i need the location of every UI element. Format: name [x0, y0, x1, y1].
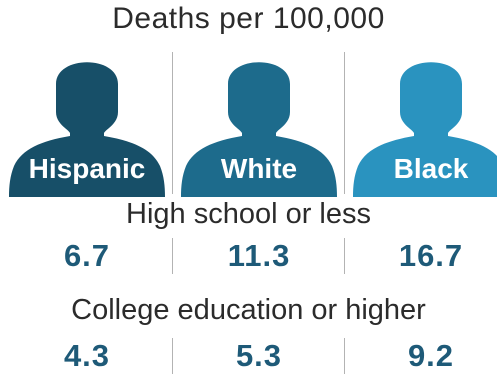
- person-silhouette-icon: [9, 62, 165, 197]
- divider: [172, 238, 173, 274]
- divider: [172, 52, 173, 194]
- row-title-high-school: High school or less: [126, 198, 371, 230]
- person-silhouette-icon: [353, 62, 497, 197]
- category-figure-white: White: [174, 52, 344, 197]
- data-label: 6.7: [63, 238, 111, 273]
- data-label: 16.7: [398, 238, 464, 273]
- divider: [172, 338, 173, 374]
- category-figure-hispanic: Hispanic: [2, 52, 172, 197]
- data-label: 9.2: [407, 338, 455, 373]
- category-label: Hispanic: [28, 153, 146, 184]
- divider: [344, 338, 345, 374]
- data-label: 5.3: [235, 338, 283, 373]
- divider: [344, 238, 345, 274]
- row-title-college: College education or higher: [71, 294, 426, 326]
- category-label: Black: [393, 153, 469, 184]
- divider: [344, 52, 345, 194]
- chart-title: Deaths per 100,000: [112, 2, 385, 35]
- category-figure-black: Black: [346, 52, 497, 197]
- person-silhouette-icon: [181, 62, 337, 197]
- category-label: White: [220, 153, 298, 184]
- data-label: 11.3: [227, 238, 291, 273]
- data-label: 4.3: [63, 338, 111, 373]
